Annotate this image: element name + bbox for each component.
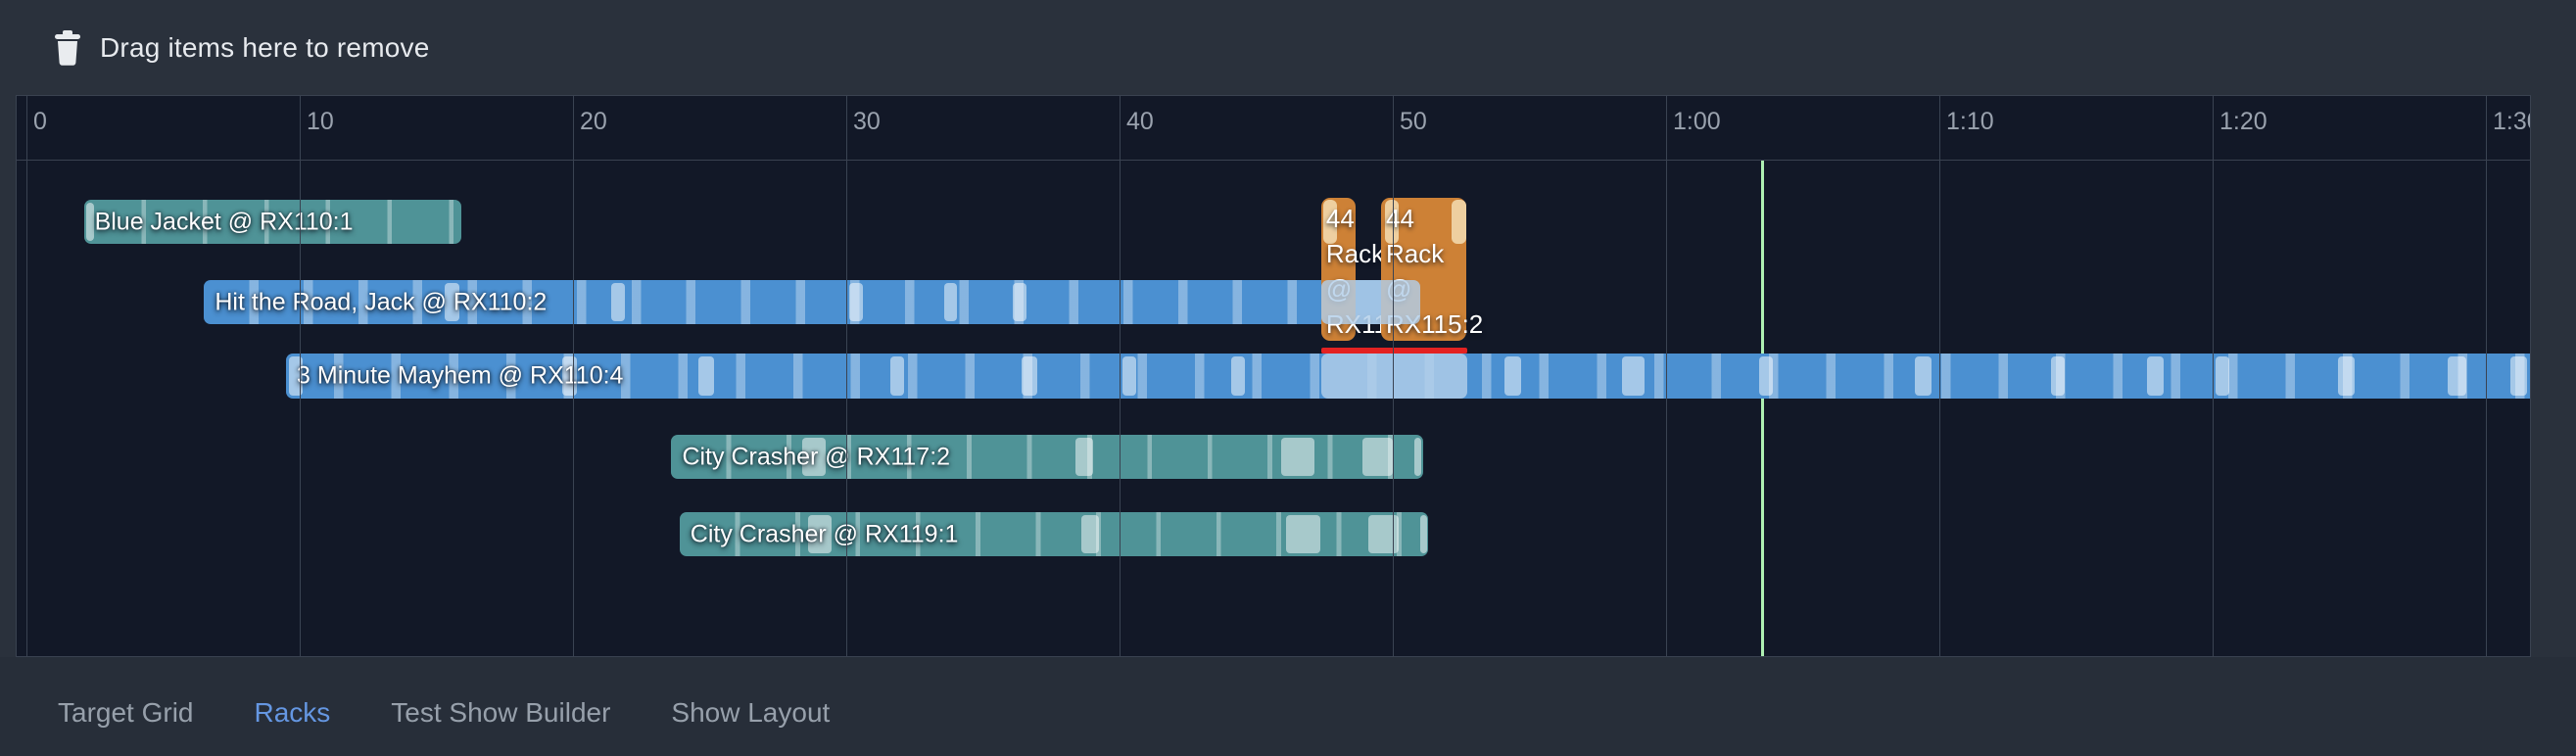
tab-racks[interactable]: Racks (254, 696, 331, 728)
beat-marker (2447, 356, 2467, 396)
clip-label: Blue Jacket @ RX110:1 (94, 208, 354, 235)
beat-marker (1504, 356, 1522, 396)
timeline-clip[interactable]: Blue Jacket @ RX110:1 (83, 200, 461, 244)
trash-icon (55, 29, 80, 66)
beat-marker (1013, 283, 1027, 321)
ruler-gridline (26, 96, 27, 656)
beat-marker (698, 356, 714, 396)
beat-marker (944, 283, 957, 321)
beat-marker (889, 356, 904, 396)
beat-marker (2051, 356, 2066, 396)
ruler-tick-label: 50 (1400, 108, 1427, 135)
beat-marker (802, 438, 827, 476)
clip-label: Hit the Road, Jack @ RX110:2 (215, 288, 548, 315)
ruler-tick-label: 1:30 (2493, 108, 2530, 135)
rack-drag-block[interactable]: 44 Rack @ RX11 (1320, 198, 1388, 341)
conflict-indicator (1320, 348, 1467, 354)
timeline-clip[interactable]: Hit the Road, Jack @ RX110:2 (204, 280, 1420, 324)
beat-marker (1622, 356, 1645, 396)
beat-marker (1414, 438, 1422, 476)
beat-marker (1080, 515, 1100, 553)
beat-marker (1451, 200, 1467, 244)
tab-target-grid[interactable]: Target Grid (58, 696, 194, 728)
playhead-line (1760, 161, 1764, 656)
beat-marker (1758, 356, 1773, 396)
ruler-tick-label: 40 (1126, 108, 1154, 135)
dropzone-label: Drag items here to remove (100, 31, 430, 63)
ruler-tick-label: 1:20 (2219, 108, 2267, 135)
bottom-tab-bar: Target Grid Racks Test Show Builder Show La… (0, 657, 2576, 756)
beat-marker (1075, 438, 1094, 476)
clip-label: 3 Minute Mayhem @ RX110:4 (297, 361, 624, 390)
beat-marker (444, 283, 460, 321)
tab-show-layout[interactable]: Show Layout (671, 696, 831, 728)
beat-marker (1384, 200, 1399, 244)
beat-marker (1280, 438, 1315, 476)
beat-marker (2215, 356, 2229, 396)
rack-block-label: 44 Rack @ RX11 (1325, 204, 1388, 339)
beat-marker (1914, 356, 1932, 396)
timeline-clip[interactable]: City Crasher @ RX119:1 (679, 512, 1429, 556)
clip-label: City Crasher @ RX119:1 (690, 520, 959, 547)
beat-marker (288, 356, 303, 396)
beat-marker (1367, 515, 1399, 553)
rack-drag-block[interactable]: 44 Rack @ RX115:2 (1381, 198, 1484, 341)
ruler-tick-label: 1:10 (1946, 108, 1994, 135)
beat-marker (1231, 356, 1246, 396)
tab-test-show-builder[interactable]: Test Show Builder (391, 696, 611, 728)
rack-block-label: 44 Rack @ RX115:2 (1386, 204, 1484, 339)
beat-marker (2510, 356, 2527, 396)
beat-marker (1362, 438, 1393, 476)
beat-marker (1121, 356, 1136, 396)
timeline-clip[interactable]: 3 Minute Mayhem @ RX110:4 (286, 354, 2530, 399)
beat-marker (2147, 356, 2164, 396)
beat-marker (611, 283, 625, 321)
remove-dropzone[interactable]: Drag items here to remove (0, 0, 2576, 95)
timeline-canvas[interactable]: 0 10 20 30 40 50 1:00 1:10 1:20 1:30 Blue Jacket … (16, 95, 2531, 657)
beat-marker (86, 203, 95, 241)
ruler-tick-label: 10 (307, 108, 334, 135)
beat-marker (1286, 515, 1321, 553)
timeline-clip[interactable]: City Crasher @ RX117:2 (671, 435, 1423, 479)
ruler-tick-label: 20 (580, 108, 607, 135)
beat-marker (2338, 356, 2356, 396)
beat-marker (1419, 515, 1427, 553)
ruler-tick-label: 30 (853, 108, 881, 135)
beat-marker (807, 515, 832, 553)
beat-marker (1322, 200, 1337, 244)
ruler-tick-label: 1:00 (1673, 108, 1721, 135)
beat-marker (1021, 356, 1038, 396)
time-ruler[interactable]: 0 10 20 30 40 50 1:00 1:10 1:20 1:30 (17, 96, 2530, 161)
beat-marker (848, 283, 863, 321)
ruler-tick-label: 0 (33, 108, 47, 135)
clip-label: City Crasher @ RX117:2 (682, 443, 951, 470)
